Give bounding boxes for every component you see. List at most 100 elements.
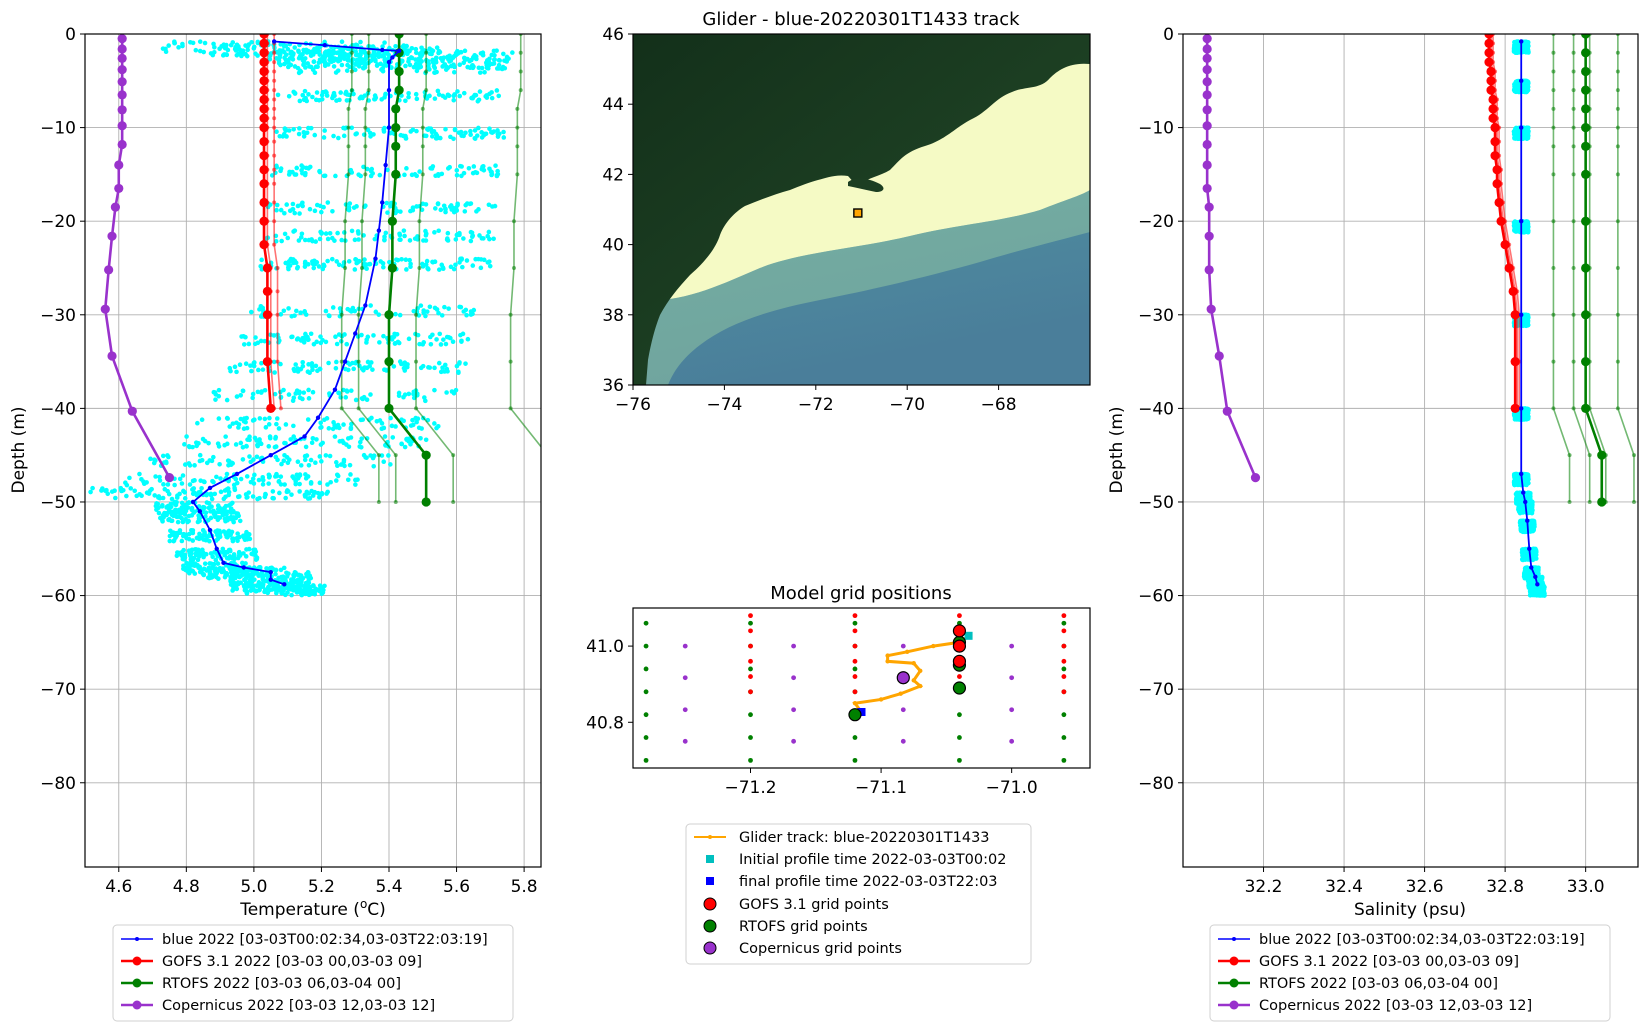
glider-cloud-point	[284, 489, 290, 495]
glider-cloud-point	[282, 61, 287, 67]
glider-cloud-point	[216, 387, 222, 393]
glider-cloud-point	[278, 207, 284, 213]
model-ensemble-point	[451, 453, 456, 458]
glider-cloud-point	[410, 207, 416, 213]
glider-cloud-point	[477, 89, 483, 94]
model-ensemble-point	[275, 359, 280, 364]
glider-mean-point	[207, 485, 213, 491]
glider-cloud-point	[270, 495, 275, 501]
glider-cloud-point	[423, 313, 428, 319]
glider-cloud-point	[275, 92, 281, 98]
glider-cloud-point	[327, 391, 332, 396]
glider-cloud-point	[301, 134, 307, 139]
glider-cloud-point	[234, 394, 240, 399]
glider-cloud-point	[300, 363, 306, 369]
y-tick-label: −30	[40, 306, 76, 326]
model-profile-point	[391, 104, 401, 114]
glider-cloud-point	[400, 58, 405, 64]
glider-cloud-point	[451, 93, 457, 99]
glider-cloud-point	[479, 65, 485, 71]
glider-cloud-point	[210, 554, 215, 560]
glider-cloud-point	[165, 488, 170, 494]
glider-cloud-point	[455, 89, 460, 94]
glider-cloud-point	[190, 528, 196, 534]
glider-cloud-point	[277, 490, 282, 496]
glider-cloud-point	[354, 131, 359, 136]
model-ensemble-point	[272, 69, 277, 74]
glider-cloud-point	[190, 562, 195, 568]
glider-cloud-point	[299, 231, 305, 237]
glider-cloud-point	[379, 426, 385, 432]
glider-cloud-point	[184, 560, 189, 566]
glider-cloud-point	[472, 128, 478, 133]
glider-cloud-point	[436, 228, 441, 234]
glider-cloud-point	[323, 339, 329, 345]
glider-cloud-point	[487, 263, 493, 269]
glider-cloud-point	[243, 492, 249, 497]
glider-cloud-point	[257, 495, 262, 501]
glider-cloud-point	[286, 128, 292, 133]
glider-cloud-point	[377, 172, 383, 178]
glider-cloud-point	[178, 511, 183, 516]
glider-cloud-point	[304, 571, 309, 577]
glider-cloud-point	[397, 231, 402, 237]
glider-cloud-point	[432, 259, 438, 265]
glider-cloud-point	[224, 397, 230, 403]
glider-cloud-point	[293, 391, 299, 396]
glider-cloud-point	[232, 364, 238, 370]
glider-cloud-point	[302, 88, 308, 94]
glider-cloud-point	[421, 340, 427, 345]
glider-cloud-point	[296, 131, 302, 137]
model-ensemble-point	[272, 78, 277, 83]
glider-cloud-point	[173, 510, 179, 516]
glider-cloud-point	[286, 172, 292, 177]
glider-cloud-point	[237, 518, 243, 524]
glider-cloud-point	[436, 50, 441, 56]
glider-mean-point	[373, 256, 378, 261]
glider-cloud-point	[345, 62, 350, 68]
glider-cloud-point	[371, 463, 377, 469]
glider-cloud-point	[171, 530, 176, 535]
glider-mean-point	[386, 87, 392, 93]
glider-cloud-point	[284, 455, 290, 460]
glider-cloud-point	[348, 425, 354, 430]
glider-cloud-point	[334, 359, 339, 365]
glider-cloud-point	[124, 493, 129, 499]
glider-cloud-point	[321, 262, 327, 268]
glider-cloud-point	[474, 56, 479, 62]
model-profile-point	[391, 169, 401, 179]
glider-cloud-point	[208, 509, 213, 514]
glider-cloud-point	[283, 495, 288, 501]
glider-cloud-point	[264, 566, 269, 571]
glider-cloud-point	[184, 535, 189, 541]
glider-cloud-point	[367, 261, 373, 267]
glider-cloud-point	[315, 368, 320, 374]
glider-cloud-point	[263, 425, 269, 430]
glider-cloud-point	[298, 69, 304, 74]
glider-cloud-point	[346, 58, 352, 63]
glider-cloud-point	[253, 335, 258, 340]
glider-cloud-point	[90, 485, 95, 491]
glider-cloud-point	[252, 472, 257, 478]
glider-cloud-point	[333, 334, 338, 340]
glider-cloud-point	[192, 547, 198, 552]
x-tick-label: 5.6	[443, 877, 470, 897]
glider-cloud-point	[467, 201, 473, 207]
glider-cloud-point	[310, 436, 316, 441]
glider-cloud-point	[262, 338, 268, 344]
glider-cloud-point	[464, 312, 469, 318]
glider-cloud-point	[378, 259, 384, 264]
glider-cloud-point	[317, 168, 322, 174]
glider-cloud-point	[156, 510, 162, 516]
glider-cloud-point	[407, 62, 413, 68]
glider-cloud-point	[282, 482, 287, 487]
x-tick-label: 5.2	[308, 877, 335, 897]
model-ensemble-point	[424, 88, 429, 93]
glider-cloud-point	[183, 508, 188, 514]
glider-cloud-point	[479, 236, 485, 241]
glider-cloud-point	[379, 97, 384, 102]
glider-cloud-point	[259, 360, 264, 366]
glider-cloud-point	[425, 266, 431, 271]
glider-cloud-point	[351, 91, 356, 97]
glider-cloud-point	[387, 259, 392, 265]
